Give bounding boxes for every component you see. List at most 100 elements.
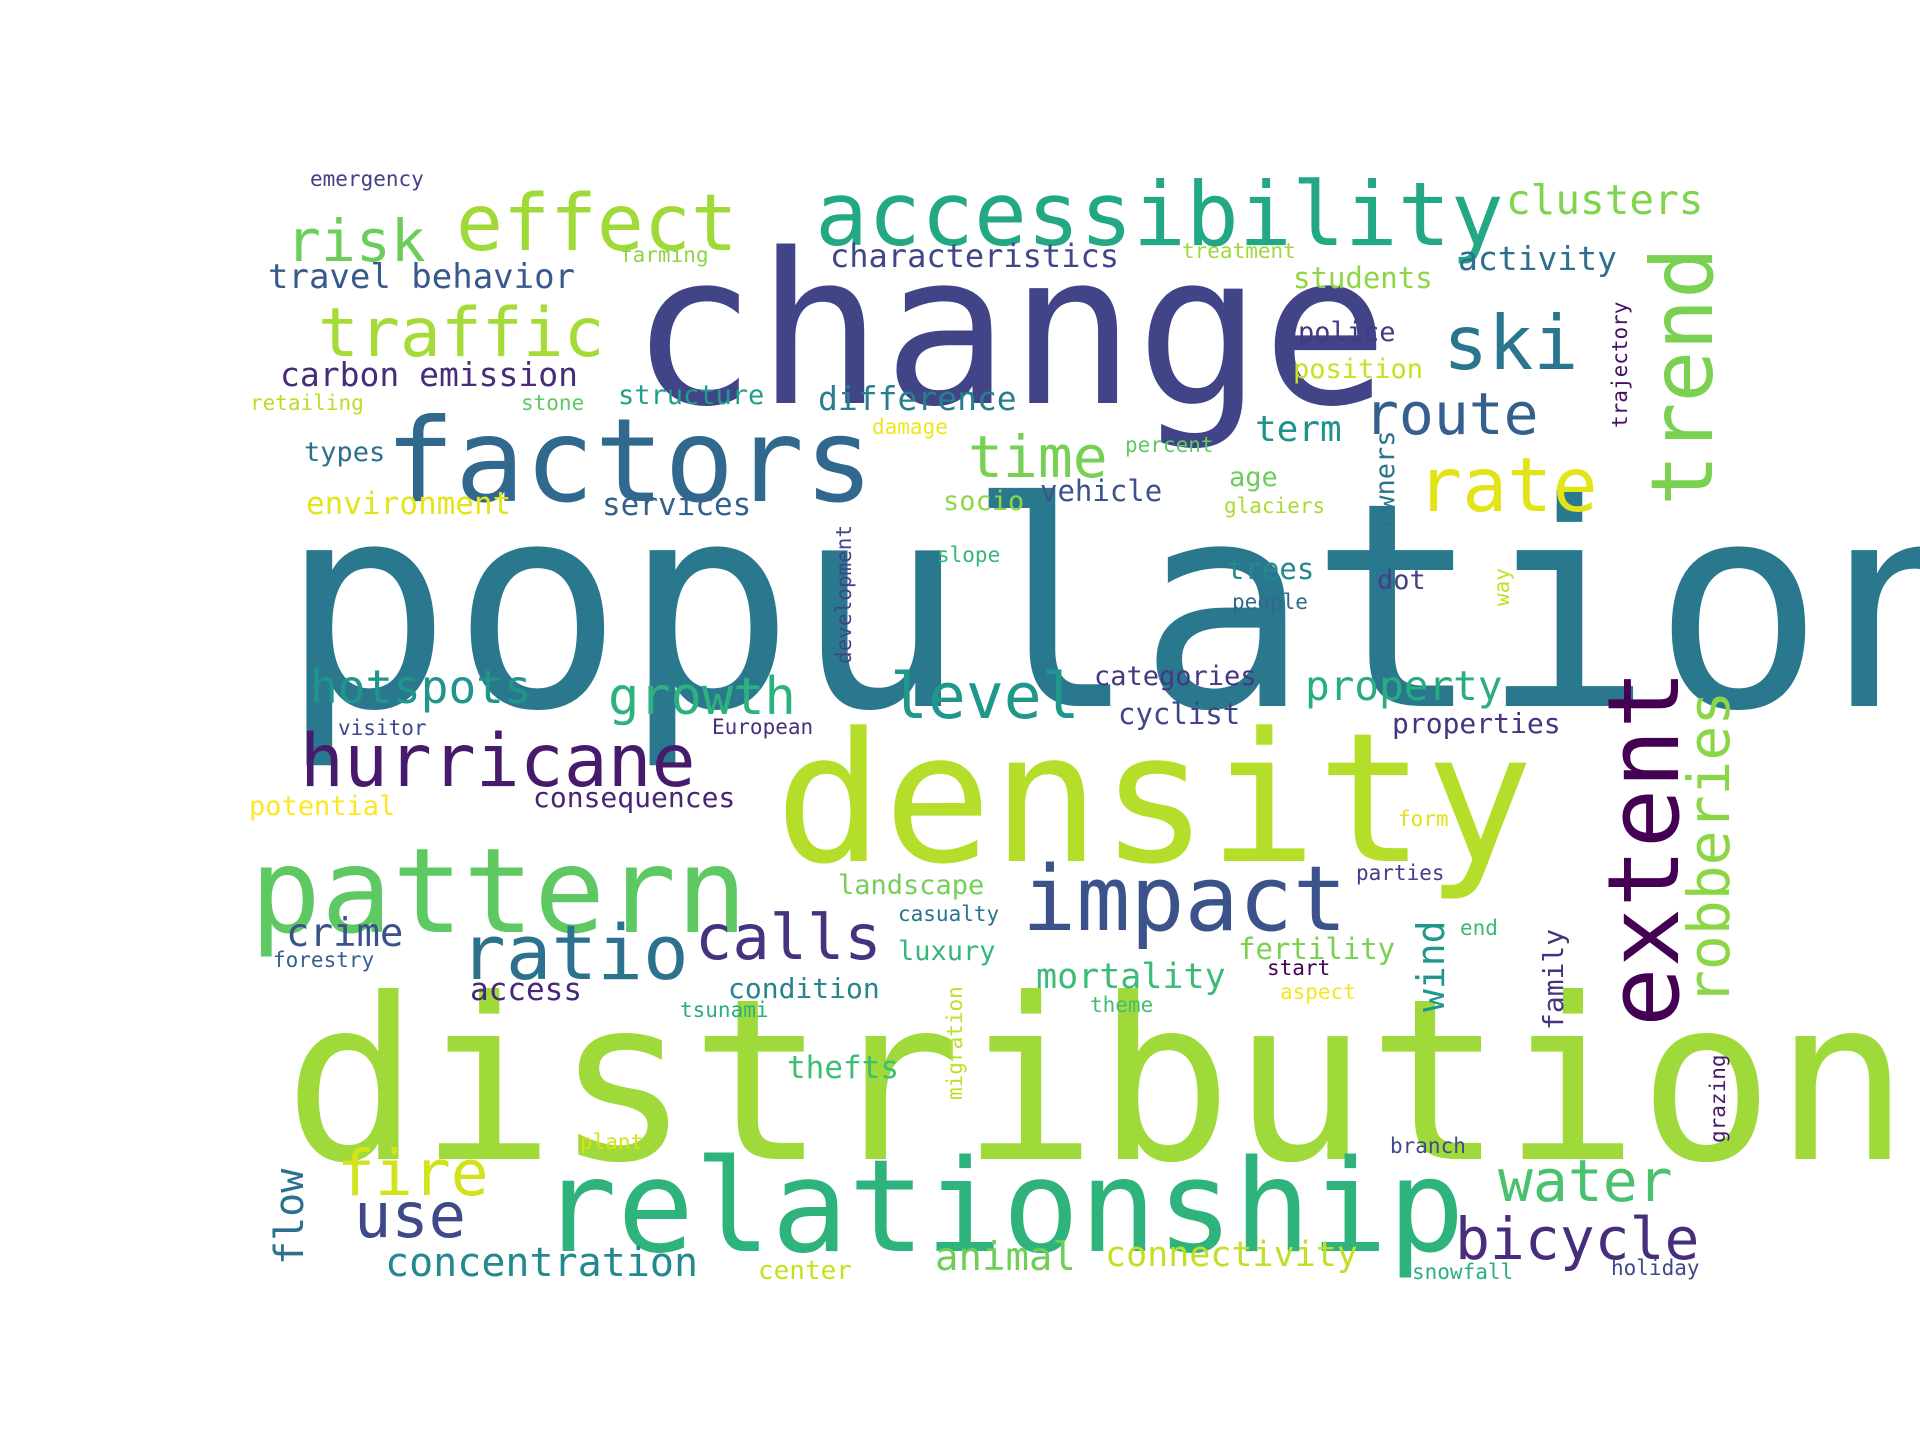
word-mortality: mortality xyxy=(1036,957,1226,997)
word-access: access xyxy=(470,972,582,1008)
word-position: position xyxy=(1293,354,1424,385)
word-slope: slope xyxy=(937,543,1001,567)
word-level: level xyxy=(890,660,1080,733)
word-crime: crime xyxy=(286,911,404,956)
word-fertility: fertility xyxy=(1238,932,1396,966)
word-dot: dot xyxy=(1377,565,1426,596)
word-animal: animal xyxy=(935,1235,1076,1280)
word-vehicle: vehicle xyxy=(1040,474,1163,508)
word-retailing: retailing xyxy=(250,391,364,415)
word-flow: flow xyxy=(267,1168,313,1265)
word-route: route xyxy=(1364,380,1539,448)
word-casualty: casualty xyxy=(898,902,1000,926)
word-robberies: robberies xyxy=(1675,690,1743,1005)
word-characteristics: characteristics xyxy=(830,237,1119,275)
word-emergency: emergency xyxy=(310,167,424,191)
word-European: European xyxy=(712,715,814,739)
word-population: population xyxy=(280,442,1920,774)
word-stone: stone xyxy=(521,391,585,415)
word-change: change xyxy=(630,208,1389,453)
word-students: students xyxy=(1293,261,1433,295)
word-trajectory: trajectory xyxy=(1608,301,1632,428)
word-way: way xyxy=(1490,568,1514,606)
word-carbon-emission: carbon emission xyxy=(280,355,579,394)
word-grazing: grazing xyxy=(1706,1054,1730,1143)
word-growth: growth xyxy=(608,667,796,727)
word-concentration: concentration xyxy=(385,1240,699,1286)
word-landscape: landscape xyxy=(838,870,985,901)
word-visitor: visitor xyxy=(338,716,427,740)
word-bicycle: bicycle xyxy=(1455,1205,1700,1273)
word-center: center xyxy=(758,1256,852,1286)
word-owners: owners xyxy=(1370,430,1401,528)
word-relationship: relationship xyxy=(540,1133,1465,1282)
word-glaciers: glaciers xyxy=(1224,494,1326,518)
word-holiday: holiday xyxy=(1611,1256,1700,1280)
word-risk: risk xyxy=(286,207,426,275)
word-pattern: pattern xyxy=(250,822,748,960)
word-branch: branch xyxy=(1390,1134,1466,1158)
word-density: density xyxy=(775,695,1534,904)
word-farming: farming xyxy=(620,243,709,267)
word-damage: damage xyxy=(872,415,948,439)
word-time: time xyxy=(968,423,1108,491)
word-trees: trees xyxy=(1227,552,1315,586)
word-impact: impact xyxy=(1022,847,1348,952)
word-hurricane: hurricane xyxy=(300,719,696,804)
word-consequences: consequences xyxy=(533,781,736,814)
word-cyclist: cyclist xyxy=(1118,697,1241,731)
word-ski: ski xyxy=(1443,299,1579,387)
word-calls: calls xyxy=(695,901,882,974)
word-environment: environment xyxy=(306,486,512,522)
word-plant: plant xyxy=(580,1130,644,1154)
word-end: end xyxy=(1460,916,1498,940)
word-types: types xyxy=(304,437,386,468)
word-percent: percent xyxy=(1125,433,1214,457)
word-parties: parties xyxy=(1356,861,1445,885)
word-snowfall: snowfall xyxy=(1412,1260,1514,1284)
word-ratio: ratio xyxy=(460,908,689,997)
word-treatment: treatment xyxy=(1182,239,1296,263)
word-term: term xyxy=(1255,409,1342,450)
word-travel-behavior: travel behavior xyxy=(268,257,576,297)
word-hotspots: hotspots xyxy=(310,660,532,714)
word-fire: fire xyxy=(337,1137,489,1210)
word-people: people xyxy=(1232,590,1308,614)
word-family: family xyxy=(1537,928,1570,1030)
word-water: water xyxy=(1498,1147,1673,1215)
word-rate: rate xyxy=(1417,441,1598,529)
word-trend: trend xyxy=(1633,247,1733,506)
word-potential: potential xyxy=(249,791,396,822)
word-property: property xyxy=(1305,662,1503,710)
word-theme: theme xyxy=(1090,993,1154,1017)
word-traffic: traffic xyxy=(318,294,605,373)
word-form: form xyxy=(1398,807,1449,831)
word-categories: categories xyxy=(1094,661,1257,692)
word-development: development xyxy=(832,524,856,664)
word-police: police xyxy=(1298,317,1396,348)
word-factors: factors xyxy=(385,394,874,529)
word-aspect: aspect xyxy=(1280,980,1356,1004)
word-services: services xyxy=(602,487,752,523)
word-socio: socio xyxy=(943,486,1025,517)
word-clusters: clusters xyxy=(1506,176,1704,224)
word-accessibility: accessibility xyxy=(815,163,1504,266)
word-wind: wind xyxy=(1409,920,1453,1012)
word-tsunami: tsunami xyxy=(680,998,769,1022)
word-age: age xyxy=(1229,462,1278,493)
word-connectivity: connectivity xyxy=(1105,1235,1358,1275)
word-effect: effect xyxy=(456,179,738,269)
word-structure: structure xyxy=(618,380,765,411)
word-properties: properties xyxy=(1392,707,1561,740)
word-activity: activity xyxy=(1458,239,1617,278)
word-distribution: distribution xyxy=(284,951,1910,1213)
word-migration: migration xyxy=(943,986,967,1100)
word-start: start xyxy=(1267,956,1331,980)
word-difference: difference xyxy=(818,379,1017,418)
word-forestry: forestry xyxy=(273,948,375,972)
word-condition: condition xyxy=(728,972,880,1005)
word-luxury: luxury xyxy=(898,936,996,967)
word-thefts: thefts xyxy=(787,1050,899,1086)
word-use: use xyxy=(354,1179,466,1252)
